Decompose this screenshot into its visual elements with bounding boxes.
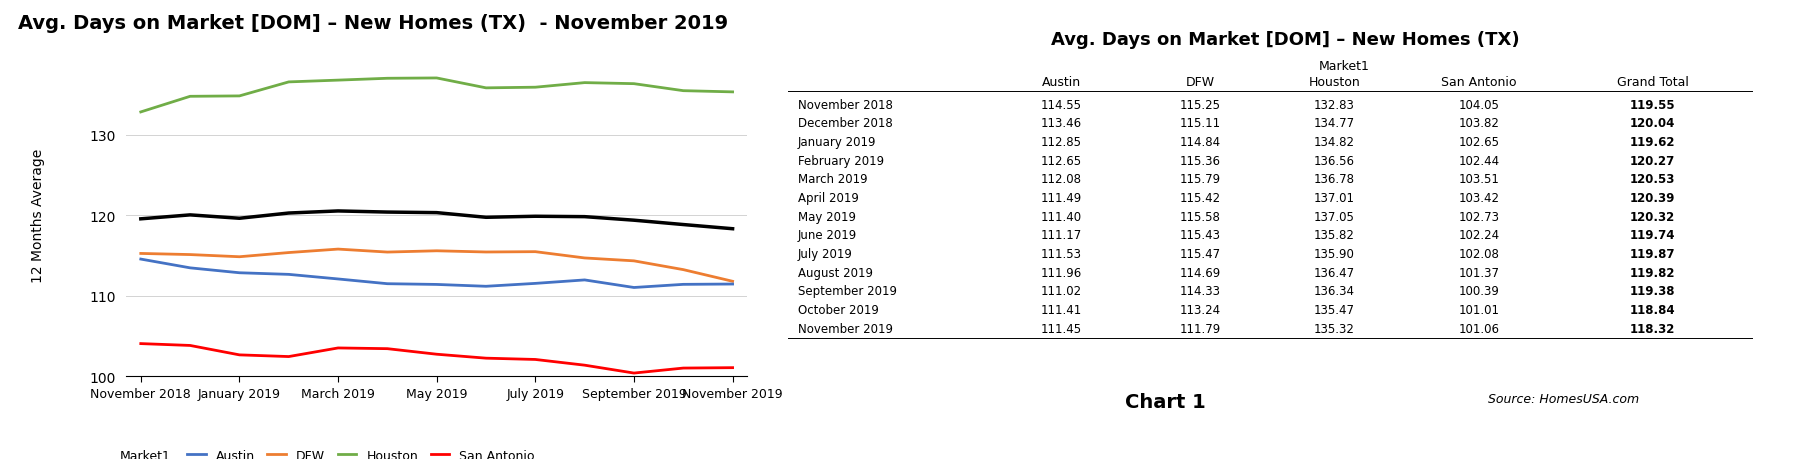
Text: 135.32: 135.32 [1314, 322, 1355, 335]
Text: October 2019: October 2019 [797, 303, 878, 316]
Text: 115.11: 115.11 [1179, 117, 1220, 130]
Text: August 2019: August 2019 [797, 266, 873, 279]
Text: 114.55: 114.55 [1040, 98, 1082, 112]
Text: 119.55: 119.55 [1631, 98, 1676, 112]
Text: 137.01: 137.01 [1314, 191, 1355, 205]
Text: 114.69: 114.69 [1179, 266, 1220, 279]
Text: Grand Total: Grand Total [1616, 76, 1688, 89]
Text: 132.83: 132.83 [1314, 98, 1355, 112]
Text: 135.82: 135.82 [1314, 229, 1355, 242]
Text: 111.40: 111.40 [1040, 210, 1082, 223]
Text: 120.27: 120.27 [1631, 154, 1676, 167]
Text: 120.53: 120.53 [1631, 173, 1676, 186]
Text: 115.58: 115.58 [1181, 210, 1220, 223]
Text: 103.42: 103.42 [1458, 191, 1499, 205]
Text: 102.44: 102.44 [1458, 154, 1499, 167]
Text: 111.17: 111.17 [1040, 229, 1082, 242]
Text: 113.46: 113.46 [1040, 117, 1082, 130]
Text: November 2019: November 2019 [797, 322, 893, 335]
Text: 103.82: 103.82 [1458, 117, 1499, 130]
Text: 100.39: 100.39 [1458, 285, 1499, 298]
Text: 113.24: 113.24 [1179, 303, 1220, 316]
Text: 115.79: 115.79 [1179, 173, 1220, 186]
Text: DFW: DFW [1186, 76, 1215, 89]
Text: 135.90: 135.90 [1314, 247, 1355, 260]
Text: 101.01: 101.01 [1458, 303, 1499, 316]
Text: 137.05: 137.05 [1314, 210, 1355, 223]
Text: 111.96: 111.96 [1040, 266, 1082, 279]
Text: 111.49: 111.49 [1040, 191, 1082, 205]
Text: 103.51: 103.51 [1458, 173, 1499, 186]
Text: 119.38: 119.38 [1631, 285, 1676, 298]
Text: 102.08: 102.08 [1458, 247, 1499, 260]
Text: Avg. Days on Market [DOM] – New Homes (TX)  - November 2019: Avg. Days on Market [DOM] – New Homes (T… [18, 14, 729, 33]
Text: 102.24: 102.24 [1458, 229, 1499, 242]
Text: 112.65: 112.65 [1040, 154, 1082, 167]
Text: 119.82: 119.82 [1631, 266, 1676, 279]
Text: Avg. Days on Market [DOM] – New Homes (TX): Avg. Days on Market [DOM] – New Homes (T… [1051, 31, 1519, 49]
Text: 115.47: 115.47 [1179, 247, 1220, 260]
Text: Market1: Market1 [1319, 60, 1370, 73]
Text: 136.34: 136.34 [1314, 285, 1355, 298]
Y-axis label: 12 Months Average: 12 Months Average [31, 149, 45, 283]
Text: 119.87: 119.87 [1631, 247, 1676, 260]
Legend: Austin, DFW, Houston, San Antonio: Austin, DFW, Houston, San Antonio [182, 443, 540, 459]
Text: 115.36: 115.36 [1179, 154, 1220, 167]
Text: Market1: Market1 [121, 448, 171, 459]
Text: December 2018: December 2018 [797, 117, 893, 130]
Text: 104.05: 104.05 [1458, 98, 1499, 112]
Text: 111.53: 111.53 [1040, 247, 1082, 260]
Text: Austin: Austin [1042, 76, 1080, 89]
Text: September 2019: September 2019 [797, 285, 896, 298]
Text: 111.45: 111.45 [1040, 322, 1082, 335]
Text: February 2019: February 2019 [797, 154, 884, 167]
Text: 114.84: 114.84 [1179, 136, 1220, 149]
Text: 112.08: 112.08 [1040, 173, 1082, 186]
Text: 115.25: 115.25 [1179, 98, 1220, 112]
Text: November 2018: November 2018 [797, 98, 893, 112]
Text: July 2019: July 2019 [797, 247, 853, 260]
Text: Source: HomesUSA.com: Source: HomesUSA.com [1489, 392, 1638, 405]
Text: 120.04: 120.04 [1631, 117, 1676, 130]
Text: 136.56: 136.56 [1314, 154, 1355, 167]
Text: Houston: Houston [1309, 76, 1361, 89]
Text: 102.73: 102.73 [1458, 210, 1499, 223]
Text: May 2019: May 2019 [797, 210, 855, 223]
Text: 101.06: 101.06 [1458, 322, 1499, 335]
Text: San Antonio: San Antonio [1442, 76, 1517, 89]
Text: 134.77: 134.77 [1314, 117, 1355, 130]
Text: 112.85: 112.85 [1040, 136, 1082, 149]
Text: March 2019: March 2019 [797, 173, 868, 186]
Text: 135.47: 135.47 [1314, 303, 1355, 316]
Text: 111.41: 111.41 [1040, 303, 1082, 316]
Text: 134.82: 134.82 [1314, 136, 1355, 149]
Text: January 2019: January 2019 [797, 136, 877, 149]
Text: 118.84: 118.84 [1631, 303, 1676, 316]
Text: 115.42: 115.42 [1179, 191, 1220, 205]
Text: June 2019: June 2019 [797, 229, 857, 242]
Text: 136.78: 136.78 [1314, 173, 1355, 186]
Text: 115.43: 115.43 [1179, 229, 1220, 242]
Text: 120.32: 120.32 [1631, 210, 1676, 223]
Text: 111.02: 111.02 [1040, 285, 1082, 298]
Text: Chart 1: Chart 1 [1125, 392, 1206, 411]
Text: 111.79: 111.79 [1179, 322, 1220, 335]
Text: 136.47: 136.47 [1314, 266, 1355, 279]
Text: 114.33: 114.33 [1179, 285, 1220, 298]
Text: 119.74: 119.74 [1631, 229, 1676, 242]
Text: 120.39: 120.39 [1631, 191, 1676, 205]
Text: April 2019: April 2019 [797, 191, 859, 205]
Text: 119.62: 119.62 [1631, 136, 1676, 149]
Text: 101.37: 101.37 [1458, 266, 1499, 279]
Text: 102.65: 102.65 [1458, 136, 1499, 149]
Text: 118.32: 118.32 [1631, 322, 1676, 335]
